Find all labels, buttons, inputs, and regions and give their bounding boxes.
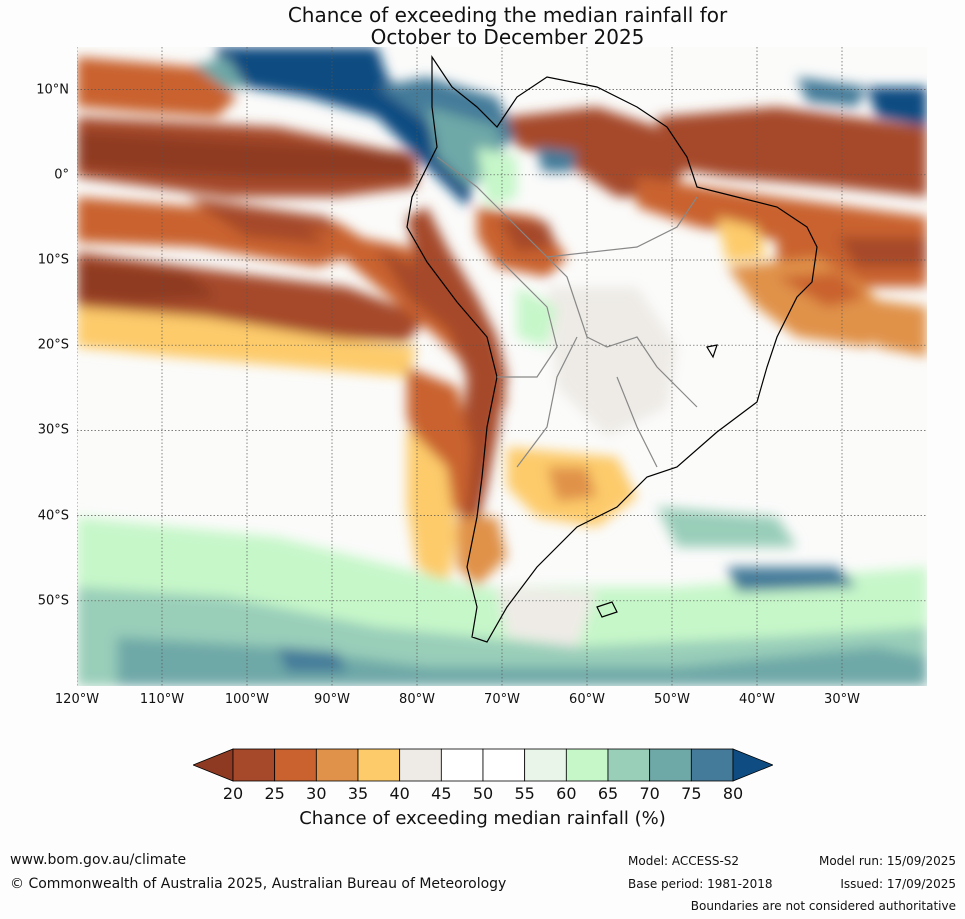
- colorbar-bin: [607, 748, 651, 782]
- continent-outline: [406, 55, 818, 643]
- longitude-label: 40°W: [739, 692, 775, 707]
- region-tropical-north-pacific: [217, 47, 477, 207]
- colorbar-bin: [690, 748, 734, 782]
- country-borders: [436, 156, 698, 468]
- region-southern-ocean: [117, 637, 927, 686]
- latitude-label: 30°S: [37, 422, 69, 438]
- base-period: Base period: 1981-2018: [628, 877, 773, 891]
- colorbar-below-arrow: [193, 748, 234, 782]
- colorbar-bin: [274, 748, 317, 782]
- colorbar-bin: [649, 748, 692, 782]
- colorbar-tick-label: 55: [514, 784, 535, 803]
- colorbar-tick-label: 60: [556, 784, 577, 803]
- boundaries-disclaimer: Boundaries are not considered authoritat…: [690, 899, 956, 913]
- colorbar-bin: [399, 748, 442, 782]
- colorbar-tick-label: 50: [472, 784, 494, 803]
- colorbar-bin: [482, 748, 526, 782]
- region-eastern-brazil: [727, 257, 897, 347]
- latitude-label: 20°S: [37, 337, 69, 353]
- region-equatorial-east-pacific: [77, 132, 417, 177]
- latitude-label: 0°: [54, 167, 69, 183]
- website-link[interactable]: www.bom.gov.au/climate: [10, 852, 187, 868]
- longitude-label: 90°W: [314, 692, 350, 707]
- colorbar-bin: [232, 748, 276, 782]
- colorbar-tick-label: 40: [389, 784, 410, 803]
- longitude-label: 70°W: [484, 692, 520, 707]
- colorbar-tick-label: 30: [306, 784, 327, 803]
- colorbar-label: Chance of exceeding median rainfall (%): [299, 808, 666, 829]
- colorbar-bin: [357, 748, 401, 782]
- colorbar: [193, 748, 773, 782]
- colorbar-tick-label: 20: [222, 784, 244, 803]
- colorbar-bin: [565, 748, 609, 782]
- graticule: [77, 47, 927, 686]
- latitude-label: 40°S: [37, 508, 69, 524]
- longitude-label: 100°W: [224, 692, 270, 707]
- model-run: Model run: 15/09/2025: [818, 854, 956, 868]
- region-northern-amazon-guianas: [507, 107, 687, 197]
- copyright-text: © Commonwealth of Australia 2025, Austra…: [10, 876, 507, 892]
- rainfall-map: [77, 47, 927, 686]
- colorbar-tick-label: 45: [431, 784, 452, 803]
- colorbar-tick-label: 25: [264, 784, 285, 803]
- colorbar-tick-label: 80: [722, 784, 744, 803]
- latitude-label: 10°N: [36, 82, 69, 98]
- colorbar-tick-label: 75: [681, 784, 702, 803]
- colorbar-tick-label: 35: [347, 784, 369, 803]
- latitude-label: 50°S: [37, 593, 69, 609]
- colorbar-tick-label: 65: [597, 784, 619, 803]
- colorbar-bin: [524, 748, 567, 782]
- longitude-label: 50°W: [654, 692, 690, 707]
- longitude-label: 110°W: [139, 692, 185, 707]
- longitude-label: 120°W: [54, 692, 100, 707]
- colorbar-tick-label: 70: [639, 784, 660, 803]
- colorbar-above-arrow: [732, 748, 773, 782]
- colorbar-bin: [440, 748, 484, 782]
- region-peru-chile-coast: [407, 207, 507, 527]
- issued-date: Issued: 17/09/2025: [840, 877, 956, 891]
- title-line-1: Chance of exceeding the median rainfall …: [287, 3, 728, 27]
- colorbar-bin: [315, 748, 359, 782]
- longitude-label: 60°W: [569, 692, 605, 707]
- model-name: Model: ACCESS-S2: [628, 854, 740, 868]
- latitude-label: 10°S: [37, 252, 69, 268]
- map-title: Chance of exceeding the median rainfall …: [0, 4, 965, 48]
- longitude-label: 80°W: [399, 692, 435, 707]
- title-line-2: October to December 2025: [370, 25, 645, 49]
- longitude-label: 30°W: [824, 692, 860, 707]
